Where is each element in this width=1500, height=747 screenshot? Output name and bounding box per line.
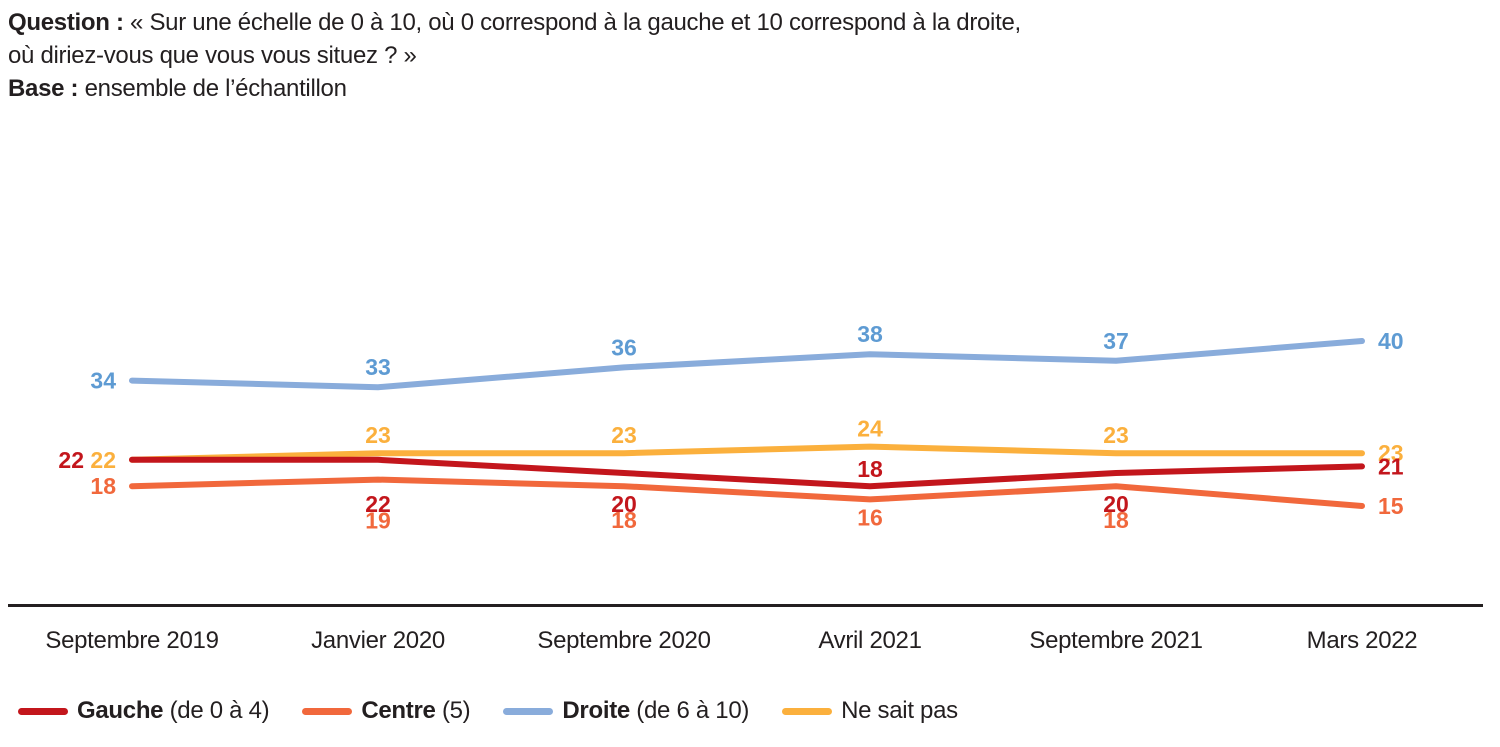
legend-label: (de 0 à 4)	[163, 697, 270, 724]
question-text-line2: où diriez-vous que vous vous situez ? »	[8, 42, 417, 69]
line-droite	[129, 338, 1365, 391]
value-label-droite: 40	[1378, 328, 1404, 354]
legend-swatch-centre	[302, 707, 353, 715]
line-centre	[129, 476, 1365, 509]
legend-label: Ne sait pas	[841, 697, 958, 724]
line-ne_sait_pas	[129, 443, 1365, 463]
x-tick-label: Septembre 2020	[537, 627, 711, 654]
value-label-ne_sait_pas: 23	[1378, 440, 1404, 466]
value-label-ne_sait_pas: 22	[90, 447, 116, 473]
legend-item-gauche: Gauche (de 0 à 4)	[18, 697, 270, 725]
base-label: Base :	[8, 75, 79, 102]
x-tick-label: Septembre 2019	[45, 627, 219, 654]
legend-label-bold: Gauche	[77, 697, 164, 724]
value-label-centre: 16	[857, 504, 883, 530]
legend-item-droite: Droite (de 6 à 10)	[503, 697, 749, 725]
x-tick-label: Janvier 2020	[311, 627, 445, 654]
x-tick-label: Mars 2022	[1306, 627, 1418, 654]
value-label-ne_sait_pas: 24	[857, 416, 883, 442]
legend-label: (de 6 à 10)	[629, 697, 750, 724]
legend-label-bold: Centre	[361, 697, 436, 724]
value-label-droite: 36	[611, 334, 637, 360]
value-label-droite: 33	[365, 354, 391, 380]
value-label-gauche: 22	[58, 447, 84, 473]
value-label-droite: 38	[857, 321, 883, 347]
base-text: ensemble de l’échantillon	[78, 75, 347, 102]
chart-header: Question : « Sur une échelle de 0 à 10, …	[8, 6, 1021, 105]
legend-item-ne_sait_pas: Ne sait pas	[782, 697, 958, 725]
x-tick-label: Septembre 2021	[1029, 627, 1203, 654]
value-label-ne_sait_pas: 23	[611, 422, 637, 448]
legend-label: (5)	[435, 697, 471, 724]
value-label-centre: 15	[1378, 493, 1404, 519]
value-label-gauche: 21	[1378, 453, 1404, 479]
question-text-line1: Question : « Sur une échelle de 0 à 10, …	[8, 6, 1021, 39]
value-label-gauche: 20	[611, 491, 637, 517]
legend-swatch-ne_sait_pas	[782, 707, 833, 715]
value-label-gauche: 18	[857, 456, 883, 482]
legend-item-centre: Centre (5)	[302, 697, 471, 725]
value-label-droite: 34	[90, 368, 116, 394]
value-label-centre: 19	[365, 508, 391, 534]
x-tick-label: Avril 2021	[818, 627, 922, 654]
value-label-centre: 18	[90, 473, 116, 499]
question-line1: « Sur une échelle de 0 à 10, où 0 corres…	[123, 9, 1021, 36]
value-label-gauche: 20	[1103, 491, 1129, 517]
legend-label-bold: Droite	[562, 697, 630, 724]
value-label-ne_sait_pas: 23	[365, 422, 391, 448]
chart-legend: Gauche (de 0 à 4) Centre (5) Droite (de 6 …	[18, 697, 958, 725]
value-label-gauche: 22	[365, 491, 391, 517]
value-label-centre: 18	[611, 507, 637, 533]
legend-swatch-droite	[503, 707, 554, 715]
legend-swatch-gauche	[18, 707, 68, 715]
value-label-centre: 18	[1103, 507, 1129, 533]
value-label-droite: 37	[1103, 328, 1129, 354]
question-label: Question :	[8, 9, 124, 36]
base-text-line: Base : ensemble de l’échantillon	[8, 72, 1021, 105]
x-axis-labels: Septembre 2019 Janvier 2020 Septembre 2020…	[0, 627, 1500, 661]
value-label-ne_sait_pas: 23	[1103, 422, 1129, 448]
line-gauche	[129, 456, 1365, 490]
